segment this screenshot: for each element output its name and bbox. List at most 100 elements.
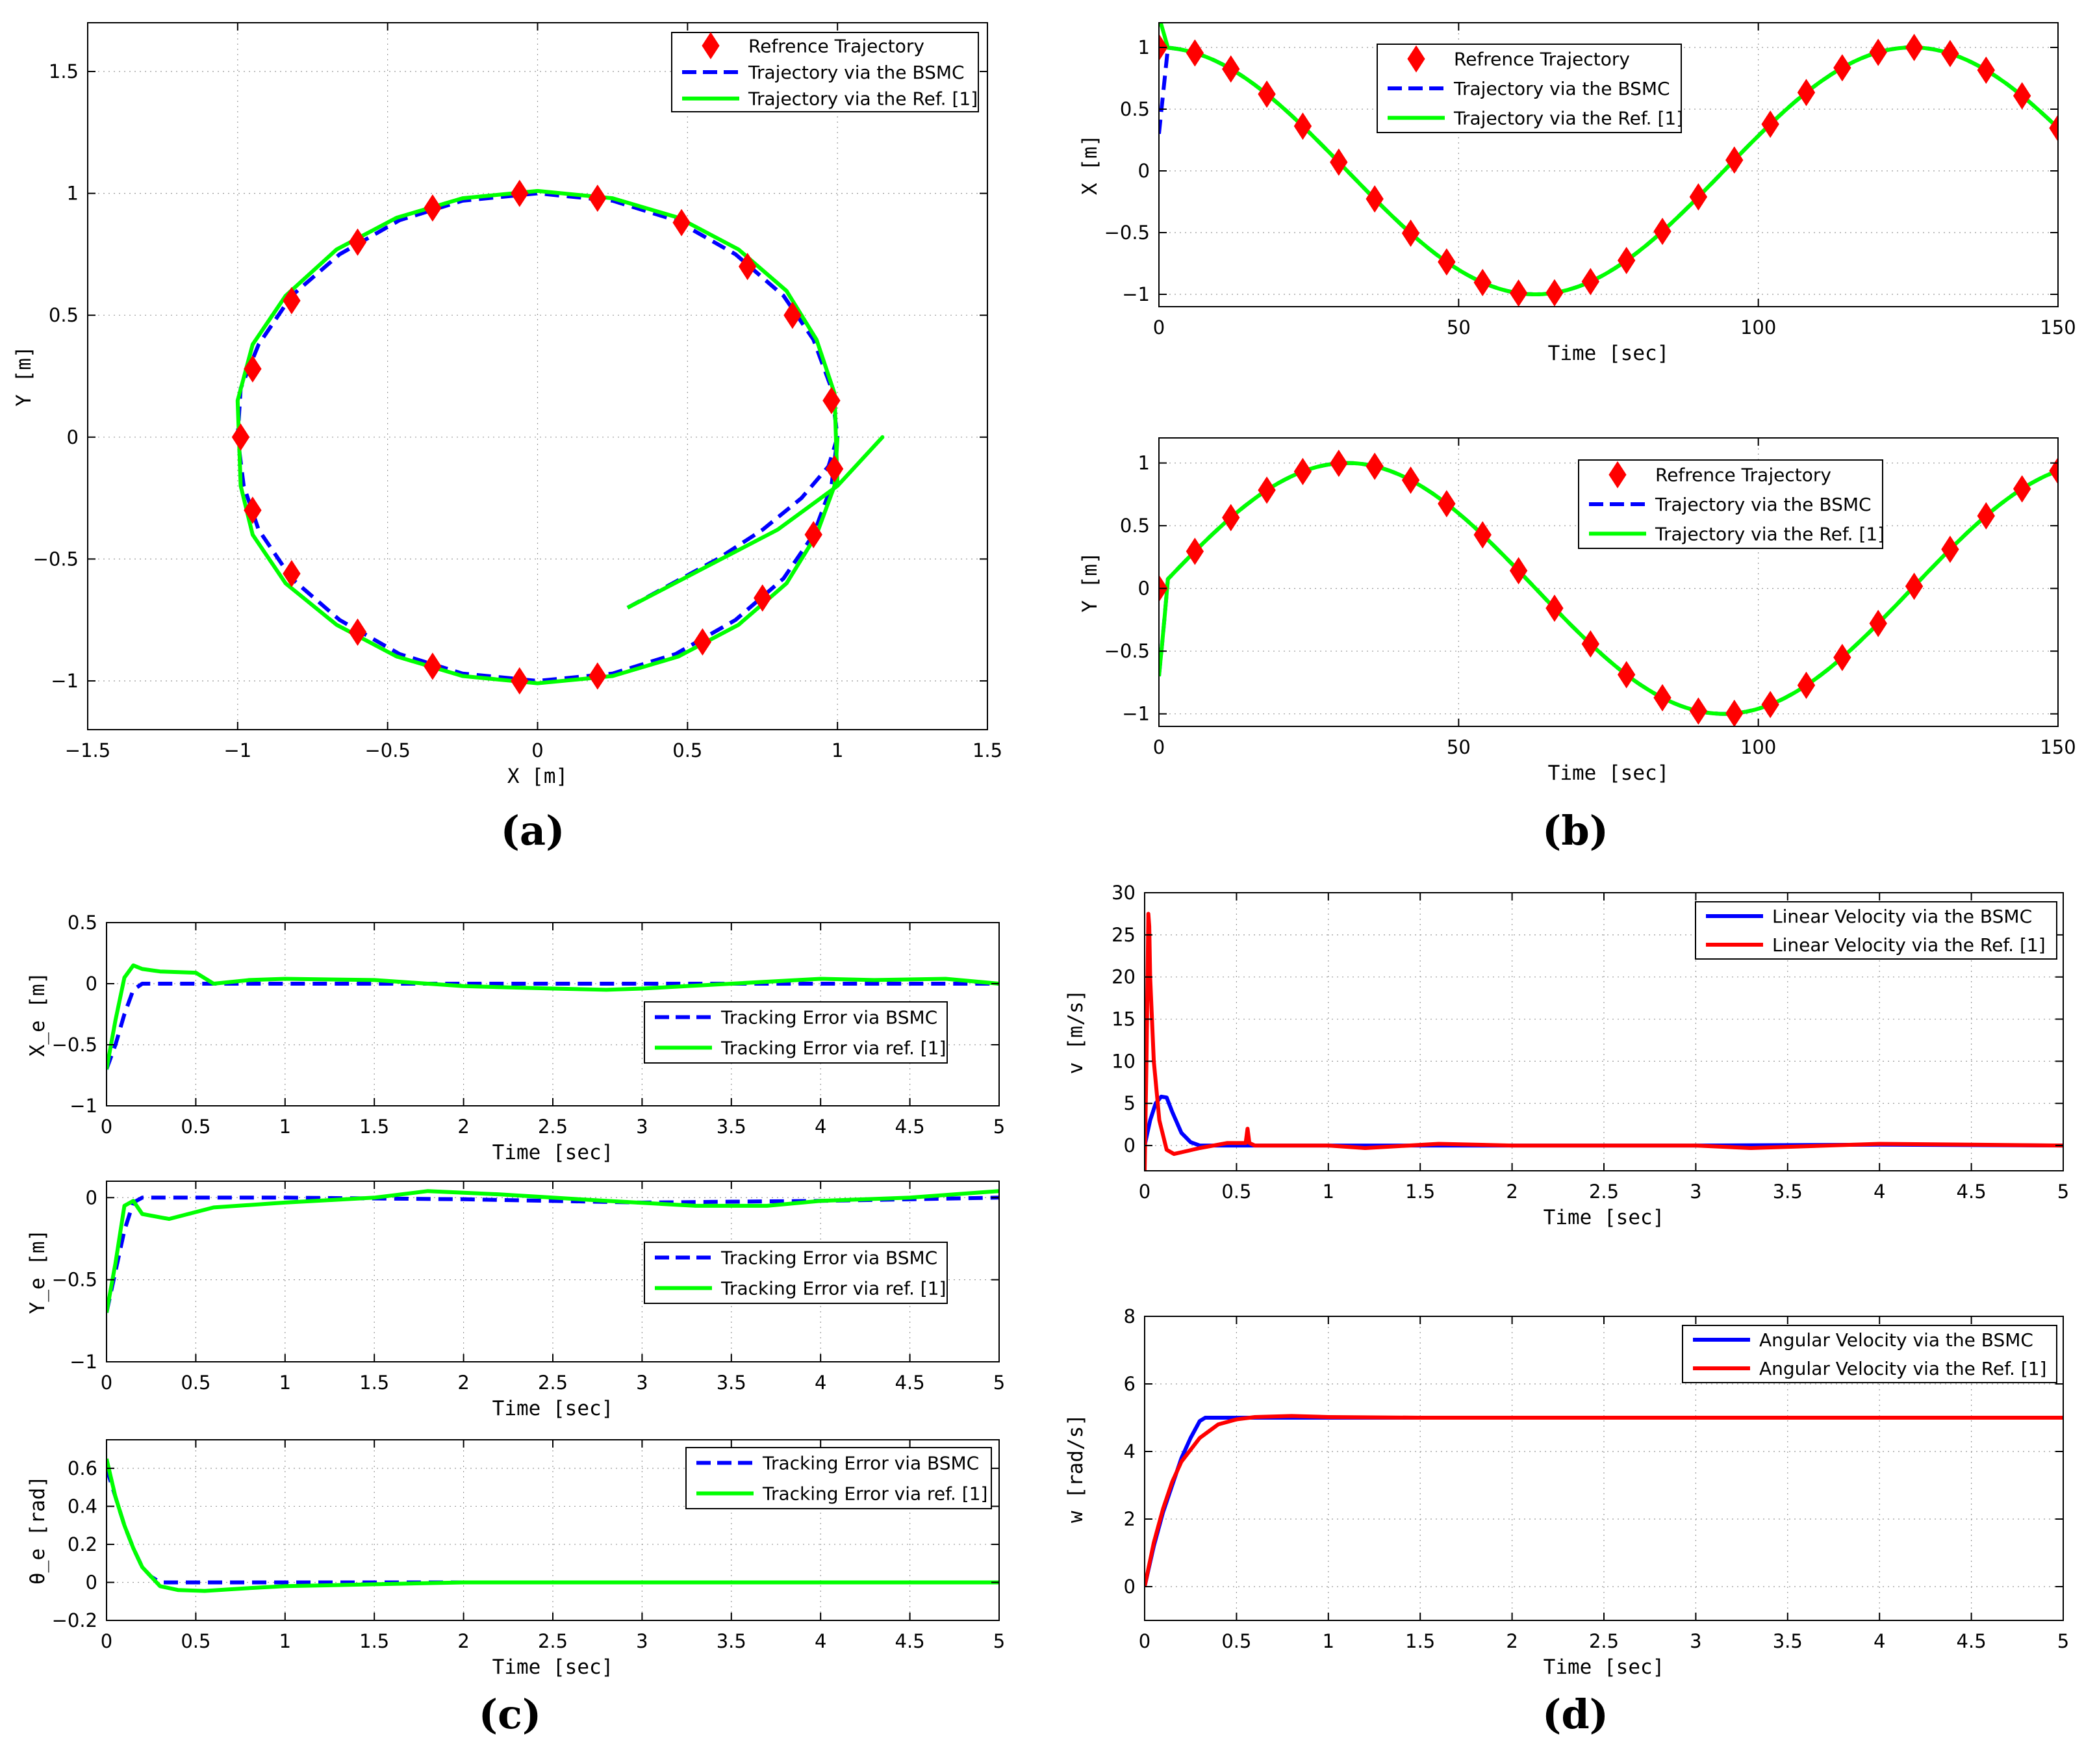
data-point-marker (283, 559, 301, 587)
data-point-marker (244, 355, 262, 383)
x-tick-label: 1 (279, 1630, 291, 1652)
series-group (1145, 1414, 2063, 1587)
chart-c1: 0 0.5 1 1.5 2 2.5 3 3.5 4 4.5 5 −1 −0.5 0 0.5 Time [sec… (26, 912, 1005, 1738)
x-tick-label: 2.5 (538, 1630, 568, 1652)
data-point-marker (2049, 457, 2058, 485)
series-group (107, 1189, 999, 1313)
data-point-marker (1653, 218, 1671, 246)
x-tick-label: 5 (2057, 1630, 2069, 1652)
x-tick-label: 4.5 (1957, 1181, 1987, 1203)
y-tick-label: −0.2 (52, 1609, 97, 1631)
x-tick-label: 2 (457, 1372, 469, 1394)
x-tick-label: 0 (1153, 736, 1165, 758)
x-tick-label: 0 (101, 1372, 112, 1394)
chart-c2: 0 0.5 1 1.5 2 2.5 3 3.5 4 4.5 5 −1 −0.5 0 Time [sec] Y_… (26, 1181, 1005, 1420)
y-tick-label: 0 (86, 1186, 97, 1208)
y-tick-label: 0 (1124, 1576, 1136, 1598)
x-tick-label: 5 (993, 1372, 1005, 1394)
legend-label: Tracking Error via BSMC (720, 1007, 937, 1029)
data-point-marker (804, 520, 822, 548)
series-group (1145, 912, 2063, 1171)
x-tick-label: 50 (1447, 316, 1471, 339)
y-tick-label: 0.5 (49, 304, 79, 326)
data-point-marker (1761, 691, 1779, 719)
panel-label: (a) (501, 807, 565, 854)
legend: Refrence Trajectory Trajectory via the BS… (671, 32, 979, 112)
y-tick-label: 4 (1124, 1440, 1136, 1463)
series-line-solid (1145, 912, 2063, 1171)
data-point-marker (1258, 80, 1276, 108)
x-tick-label: 3.5 (717, 1372, 746, 1394)
x-tick-label: 150 (2040, 736, 2076, 758)
data-point-marker (822, 387, 841, 415)
legend-label: Trajectory via the Ref. [1] (1655, 523, 1885, 544)
x-tick-label: 150 (2040, 316, 2076, 339)
data-point-marker (1186, 537, 1204, 565)
x-tick-label: 3 (1690, 1630, 1701, 1652)
data-point-marker (1618, 246, 1636, 274)
y-tick-label: −0.5 (1104, 640, 1150, 662)
data-point-marker (1366, 185, 1384, 213)
x-tick-label: 0 (531, 739, 543, 761)
data-point-marker (1366, 452, 1384, 480)
x-tick-label: 2.5 (1589, 1630, 1619, 1652)
legend-box (1695, 901, 2057, 960)
data-point-marker (2049, 114, 2058, 142)
x-tick-label: 4 (1874, 1181, 1885, 1203)
x-tick-label: 1.5 (359, 1630, 389, 1652)
y-tick-label: 0 (86, 1571, 97, 1593)
legend-swatch (1407, 45, 1425, 73)
y-tick-label: 8 (1124, 1305, 1136, 1327)
data-point-marker (1401, 220, 1420, 247)
y-tick-label: 0.6 (68, 1457, 97, 1479)
x-tick-label: 4 (815, 1372, 826, 1394)
legend-label: Tracking Error via ref. [1] (762, 1483, 987, 1505)
y-tick-label: −0.5 (52, 1034, 97, 1056)
chart-a: −1.5 −1 −0.5 0 0.5 1 1.5 −1 −0.5 0 0.5 1 1.5 X [m] Y [… (12, 22, 1002, 854)
legend-label: Tracking Error via BSMC (720, 1247, 937, 1269)
data-point-marker (1689, 183, 1707, 211)
legend-label: Trajectory via the BSMC (1453, 78, 1670, 99)
series-line-solid (107, 1458, 999, 1593)
series-line-solid (235, 188, 885, 685)
x-tick-label: 0.5 (181, 1116, 210, 1138)
x-tick-label: 50 (1447, 736, 1471, 758)
data-point-marker (2013, 475, 2031, 503)
data-point-marker (1581, 630, 1599, 658)
y-tick-label: 20 (1112, 966, 1136, 988)
y-tick-label: −1 (70, 1095, 97, 1117)
series-line-solid (1145, 1414, 2063, 1587)
x-tick-label: −1 (223, 739, 251, 761)
x-tick-label: 4 (815, 1116, 826, 1138)
x-tick-label: 2 (457, 1116, 469, 1138)
data-point-marker (783, 301, 802, 329)
data-point-marker (1473, 268, 1492, 296)
plot-frame (1158, 22, 2059, 307)
x-tick-label: 0 (101, 1116, 112, 1138)
x-tick-label: 4 (815, 1630, 826, 1652)
x-tick-label: 4.5 (895, 1116, 925, 1138)
data-point-marker (1293, 112, 1312, 140)
y-tick-label: 0 (67, 426, 79, 448)
x-tick-label: 3.5 (717, 1630, 746, 1652)
legend-box (685, 1447, 992, 1509)
x-tick-label: 2 (1506, 1181, 1518, 1203)
data-point-marker (348, 619, 367, 646)
x-tick-label: 3 (636, 1630, 648, 1652)
y-tick-label: −1 (51, 670, 79, 692)
y-tick-label: 0 (1138, 160, 1150, 182)
series-line-solid (107, 1189, 999, 1313)
x-tick-label: −1.5 (65, 739, 110, 761)
data-point-marker (1545, 279, 1564, 307)
x-tick-label: 0 (1139, 1630, 1150, 1652)
x-tick-label: 100 (1740, 316, 1776, 339)
y-tick-label: 0.4 (68, 1495, 97, 1517)
x-tick-label: 4.5 (1957, 1630, 1987, 1652)
x-axis-label: Time [sec] (1544, 1206, 1665, 1229)
y-tick-label: 5 (1124, 1092, 1136, 1114)
data-point-marker (739, 253, 757, 281)
y-tick-label: 0.5 (68, 912, 97, 934)
y-tick-label: 1 (1138, 36, 1150, 58)
data-point-marker (589, 662, 607, 690)
